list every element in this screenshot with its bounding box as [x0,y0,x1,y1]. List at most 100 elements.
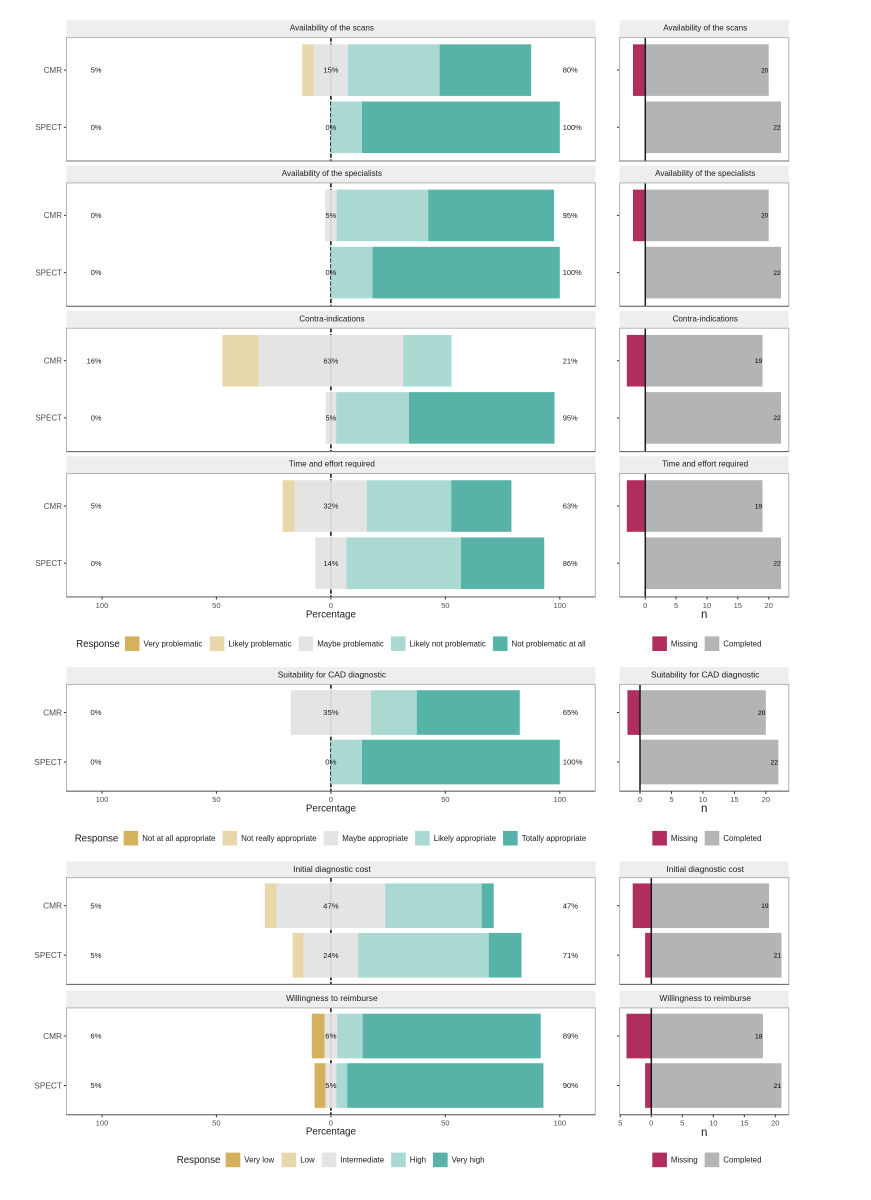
svg-text:22: 22 [773,270,781,277]
svg-text:19: 19 [755,358,763,365]
svg-text:Not at all appropriate: Not at all appropriate [142,834,216,843]
svg-text:5%: 5% [326,414,337,423]
svg-text:15: 15 [730,795,738,804]
svg-text:0: 0 [638,795,642,804]
svg-text:20: 20 [762,795,770,804]
svg-text:0%: 0% [325,758,336,767]
svg-text:Very low: Very low [244,1156,274,1165]
svg-text:Time and effort required: Time and effort required [662,460,748,469]
svg-text:6%: 6% [90,1032,101,1041]
svg-text:Availability of the specialist: Availability of the specialists [655,169,755,178]
svg-text:24%: 24% [323,951,339,960]
svg-text:100: 100 [96,795,109,804]
svg-text:5%: 5% [325,1081,336,1090]
svg-text:50: 50 [441,601,449,610]
svg-text:20: 20 [761,213,769,220]
svg-text:n: n [701,609,707,621]
svg-text:19: 19 [755,503,763,510]
svg-text:Completed: Completed [723,1156,761,1165]
svg-text:Initial diagnostic cost: Initial diagnostic cost [293,864,371,874]
svg-text:0%: 0% [326,123,337,132]
svg-text:86%: 86% [563,559,578,568]
svg-text:95%: 95% [563,211,578,220]
svg-text:22: 22 [770,759,778,766]
svg-text:71%: 71% [563,951,579,960]
svg-text:CMR: CMR [44,66,62,75]
svg-text:50: 50 [441,795,449,804]
svg-text:Missing: Missing [671,834,698,843]
svg-text:Contra-indications: Contra-indications [299,314,364,323]
svg-text:0%: 0% [91,211,102,220]
svg-text:47%: 47% [323,901,339,910]
svg-text:5%: 5% [90,901,101,910]
svg-text:0: 0 [329,1119,333,1128]
svg-text:Availability of the specialist: Availability of the specialists [282,169,382,178]
svg-text:20: 20 [758,710,766,717]
svg-text:Suitability for CAD diagnostic: Suitability for CAD diagnostic [651,670,759,680]
svg-text:0%: 0% [91,559,102,568]
svg-text:Availability of the scans: Availability of the scans [663,24,747,33]
svg-text:CMR: CMR [43,901,62,911]
svg-text:20: 20 [764,601,772,610]
svg-text:20: 20 [761,67,769,74]
svg-text:100: 100 [96,1119,109,1128]
svg-text:50: 50 [441,1119,449,1128]
svg-text:Suitability for CAD diagnostic: Suitability for CAD diagnostic [278,670,386,680]
svg-text:Response: Response [75,834,119,845]
svg-text:SPECT: SPECT [34,1080,62,1090]
svg-text:Percentage: Percentage [306,1127,357,1138]
svg-text:SPECT: SPECT [35,268,62,277]
svg-text:0%: 0% [91,268,102,277]
svg-text:0%: 0% [91,414,102,423]
svg-text:n: n [701,803,707,815]
svg-text:Percentage: Percentage [306,803,357,814]
svg-text:6%: 6% [325,1032,336,1041]
svg-text:95%: 95% [563,414,578,423]
svg-text:16%: 16% [87,356,102,365]
svg-text:Very problematic: Very problematic [144,639,203,648]
svg-text:High: High [410,1156,426,1165]
svg-text:Missing: Missing [671,639,698,648]
svg-text:Missing: Missing [671,1156,698,1165]
svg-text:Completed: Completed [723,639,761,648]
svg-text:5: 5 [680,1119,684,1128]
svg-text:100: 100 [553,795,566,804]
svg-text:Very high: Very high [452,1156,485,1165]
svg-text:Willingness to reimburse: Willingness to reimburse [286,993,378,1003]
svg-text:0: 0 [329,795,333,804]
svg-text:50: 50 [212,795,220,804]
svg-text:CMR: CMR [43,1031,62,1041]
svg-text:89%: 89% [563,1032,579,1041]
svg-text:0%: 0% [90,758,101,767]
svg-text:n: n [701,1127,707,1139]
svg-text:Not problematic at all: Not problematic at all [512,639,586,648]
svg-text:Likely not problematic: Likely not problematic [410,639,486,648]
svg-text:63%: 63% [323,356,338,365]
svg-text:90%: 90% [563,1081,579,1090]
svg-text:Response: Response [177,1155,221,1166]
svg-text:100: 100 [553,601,566,610]
svg-text:Initial diagnostic cost: Initial diagnostic cost [666,864,744,874]
svg-text:Response: Response [76,639,120,650]
svg-text:80%: 80% [563,66,578,75]
svg-text:100: 100 [96,601,109,610]
svg-text:5%: 5% [326,211,337,220]
svg-text:Willingness to reimburse: Willingness to reimburse [659,993,751,1003]
svg-text:Time and effort required: Time and effort required [289,460,375,469]
svg-text:100%: 100% [563,758,583,767]
svg-text:21%: 21% [563,356,578,365]
svg-text:5: 5 [674,601,678,610]
svg-text:100%: 100% [563,123,582,132]
svg-text:Likely appropriate: Likely appropriate [434,834,497,843]
svg-text:100: 100 [553,1119,566,1128]
svg-text:SPECT: SPECT [35,414,62,423]
svg-text:20: 20 [771,1119,779,1128]
svg-text:21: 21 [774,1083,782,1090]
svg-text:Completed: Completed [723,834,761,843]
svg-text:10: 10 [709,1119,717,1128]
svg-text:SPECT: SPECT [35,559,62,568]
svg-text:5%: 5% [91,502,102,511]
svg-text:5: 5 [669,795,673,804]
svg-text:21: 21 [774,953,782,960]
svg-text:Low: Low [300,1156,315,1165]
